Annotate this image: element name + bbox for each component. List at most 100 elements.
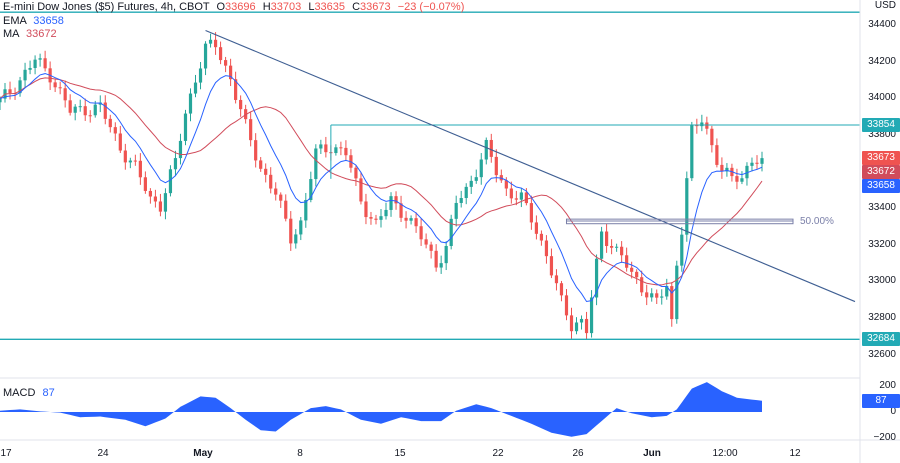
candle-body[interactable]	[33, 59, 37, 68]
candle-body[interactable]	[529, 203, 533, 223]
candle-body[interactable]	[153, 196, 158, 202]
candle-body[interactable]	[554, 275, 559, 284]
candle-body[interactable]	[509, 188, 513, 199]
candle-body[interactable]	[63, 88, 67, 101]
candle-body[interactable]	[43, 58, 47, 69]
candle-body[interactable]	[148, 190, 152, 197]
candle-body[interactable]	[615, 246, 619, 248]
candle-body[interactable]	[745, 165, 749, 179]
candle-body[interactable]	[289, 218, 293, 244]
candle-body[interactable]	[249, 119, 253, 141]
candle-body[interactable]	[469, 180, 473, 187]
candle-body[interactable]	[524, 192, 528, 204]
candle-body[interactable]	[645, 292, 649, 298]
candle-body[interactable]	[534, 222, 539, 234]
candle-body[interactable]	[213, 39, 218, 48]
candle-body[interactable]	[665, 286, 669, 297]
candle-body[interactable]	[294, 234, 298, 244]
candle-body[interactable]	[519, 192, 523, 200]
candle-body[interactable]	[755, 162, 759, 164]
candle-body[interactable]	[223, 60, 228, 66]
candle-body[interactable]	[83, 106, 87, 116]
candle-body[interactable]	[574, 322, 579, 332]
candle-body[interactable]	[454, 202, 458, 219]
candle-body[interactable]	[625, 255, 629, 268]
candle-body[interactable]	[103, 102, 107, 119]
candle-body[interactable]	[394, 196, 398, 204]
candle-body[interactable]	[304, 199, 308, 221]
candle-body[interactable]	[339, 147, 343, 149]
candle-body[interactable]	[715, 145, 719, 165]
candle-body[interactable]	[559, 283, 564, 296]
candle-body[interactable]	[444, 245, 448, 264]
candle-body[interactable]	[579, 318, 584, 323]
candle-body[interactable]	[78, 106, 82, 108]
candle-body[interactable]	[494, 156, 498, 176]
ma-legend[interactable]: MA 33672	[3, 28, 57, 41]
candle-body[interactable]	[203, 43, 208, 69]
candle-body[interactable]	[514, 198, 518, 200]
candle-body[interactable]	[58, 87, 62, 89]
candle-body[interactable]	[344, 147, 348, 156]
candle-body[interactable]	[218, 47, 223, 61]
candle-body[interactable]	[123, 150, 127, 163]
candle-body[interactable]	[604, 231, 609, 247]
candle-body[interactable]	[740, 178, 744, 182]
candle-body[interactable]	[284, 200, 288, 219]
candle-body[interactable]	[650, 293, 654, 298]
candle-body[interactable]	[133, 160, 137, 162]
candle-body[interactable]	[178, 140, 183, 159]
candle-body[interactable]	[750, 162, 754, 166]
candle-body[interactable]	[680, 234, 684, 266]
candle-body[interactable]	[183, 113, 188, 141]
downtrend-line[interactable]	[205, 29, 856, 303]
candle-body[interactable]	[484, 139, 488, 160]
candle-body[interactable]	[18, 80, 22, 94]
candle-body[interactable]	[424, 239, 428, 245]
candle-body[interactable]	[589, 297, 594, 334]
candle-body[interactable]	[384, 209, 388, 217]
macd-legend[interactable]: MACD 87	[3, 387, 55, 400]
candle-body[interactable]	[309, 179, 313, 200]
candle-body[interactable]	[274, 188, 278, 195]
candle-body[interactable]	[569, 315, 574, 332]
candle-body[interactable]	[434, 250, 438, 268]
candle-body[interactable]	[334, 147, 338, 154]
candle-body[interactable]	[93, 104, 97, 116]
ema-legend[interactable]: EMA 33658	[3, 15, 64, 28]
candle-body[interactable]	[630, 267, 634, 272]
candle-body[interactable]	[720, 164, 724, 172]
candle-body[interactable]	[0, 98, 2, 103]
candle-body[interactable]	[564, 295, 569, 316]
candle-body[interactable]	[504, 180, 508, 189]
candle-body[interactable]	[279, 194, 283, 201]
candle-body[interactable]	[760, 158, 764, 164]
candle-body[interactable]	[198, 68, 203, 83]
candle-body[interactable]	[549, 256, 554, 276]
candle-body[interactable]	[735, 176, 739, 182]
candle-body[interactable]	[314, 148, 318, 180]
candle-body[interactable]	[319, 144, 323, 149]
candle-body[interactable]	[163, 193, 168, 212]
candle-body[interactable]	[544, 240, 549, 257]
candle-body[interactable]	[264, 168, 268, 175]
candle-body[interactable]	[229, 65, 233, 80]
candle-body[interactable]	[364, 201, 368, 218]
candle-body[interactable]	[640, 277, 644, 293]
candle-body[interactable]	[670, 286, 674, 320]
candle-body[interactable]	[660, 296, 664, 298]
candle-body[interactable]	[168, 169, 173, 194]
candle-body[interactable]	[474, 177, 478, 181]
candle-body[interactable]	[409, 218, 413, 221]
candle-body[interactable]	[8, 89, 12, 93]
candle-body[interactable]	[68, 100, 72, 113]
candle-body[interactable]	[108, 118, 112, 128]
candle-body[interactable]	[599, 231, 604, 259]
candle-body[interactable]	[539, 233, 544, 241]
candle-body[interactable]	[38, 58, 42, 60]
candle-body[interactable]	[374, 218, 378, 220]
candle-body[interactable]	[635, 271, 639, 278]
candle-body[interactable]	[88, 115, 92, 117]
candle-body[interactable]	[379, 216, 383, 220]
candle-body[interactable]	[464, 186, 468, 199]
